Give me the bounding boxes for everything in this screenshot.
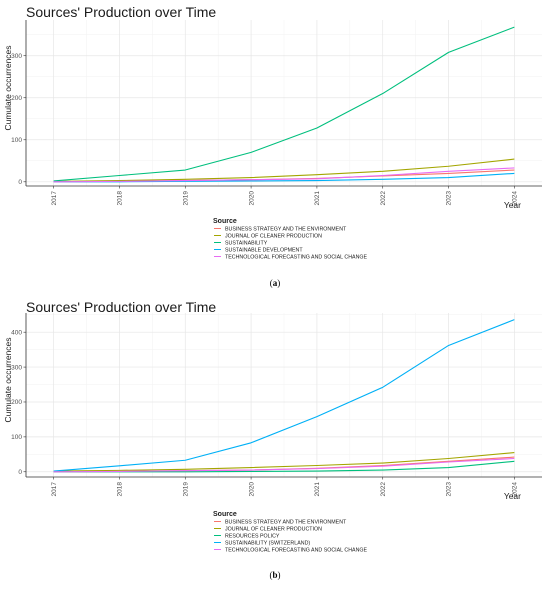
panel-caption: (b)	[269, 570, 280, 580]
y-tick-label: 200	[11, 95, 22, 102]
x-tick-label: 2018	[117, 482, 124, 497]
y-tick-label: 0	[18, 469, 22, 476]
y-tick-label: 0	[18, 179, 22, 186]
x-tick-label: 2022	[380, 191, 387, 206]
chart-title: Sources' Production over Time	[26, 299, 216, 315]
legend-label-3: SUSTAINABILITY (SWITZERLAND)	[225, 540, 310, 546]
legend-label-2: SUSTAINABILITY	[225, 240, 268, 246]
x-axis-label: Year	[504, 491, 521, 501]
y-axis-label: Cumulate occurrences	[3, 45, 13, 130]
x-tick-label: 2020	[248, 191, 255, 206]
legend-label-4: TECHNOLOGICAL FORECASTING AND SOCIAL CHA…	[225, 547, 368, 553]
series-line-1	[53, 452, 515, 472]
y-tick-label: 400	[11, 329, 22, 336]
series-line-4	[53, 167, 515, 183]
legend-title: Source	[213, 218, 237, 225]
series-line-1	[53, 158, 515, 182]
x-tick-label: 2019	[182, 482, 189, 497]
panel-caption: (a)	[270, 278, 281, 288]
x-tick-label: 2023	[446, 482, 453, 497]
x-tick-label: 2024	[512, 191, 519, 206]
y-tick-label: 100	[11, 137, 22, 144]
caption-open-paren: (	[269, 570, 272, 580]
chart-panel-a: Sources' Production over Time 0 100 200 300 2…	[3, 4, 542, 288]
y-tick-label: 300	[11, 364, 22, 371]
chart-title: Sources' Production over Time	[26, 4, 216, 20]
x-tick-label: 2018	[117, 191, 124, 206]
legend-label-0: BUSINESS STRATEGY AND THE ENVIRONMENT	[225, 519, 347, 525]
legend-title: Source	[213, 511, 237, 518]
x-tick-label: 2019	[182, 191, 189, 206]
legend-label-1: JOURNAL OF CLEANER PRODUCTION	[225, 233, 322, 239]
y-tick-label: 300	[11, 53, 22, 60]
x-tick-label: 2021	[314, 191, 321, 206]
x-tick-label: 2017	[51, 482, 58, 497]
legend-label-3: SUSTAINABLE DEVELOPMENT	[225, 247, 303, 253]
y-tick-label: 200	[11, 399, 22, 406]
legend-label-2: RESOURCES POLICY	[225, 533, 280, 539]
x-tick-label: 2020	[248, 482, 255, 497]
series-line-4	[53, 457, 515, 473]
x-axis-label: Year	[504, 200, 521, 210]
series-line-2	[53, 26, 515, 182]
y-axis-label: Cumulate occurrences	[3, 337, 13, 422]
caption-close-paren: )	[277, 278, 280, 288]
x-tick-label: 2017	[51, 191, 58, 206]
caption-letter: a	[273, 278, 278, 288]
chart-panel-b: Sources' Production over Time 0 100 200 300 4…	[3, 299, 542, 580]
x-tick-label: 2022	[380, 482, 387, 497]
series-line-3	[53, 319, 515, 472]
x-tick-label: 2021	[314, 482, 321, 497]
legend-label-4: TECHNOLOGICAL FORECASTING AND SOCIAL CHA…	[225, 254, 368, 260]
x-tick-label: 2024	[512, 482, 519, 497]
legend-label-1: JOURNAL OF CLEANER PRODUCTION	[225, 526, 322, 532]
caption-open-paren: (	[270, 278, 273, 288]
legend-label-0: BUSINESS STRATEGY AND THE ENVIRONMENT	[225, 226, 347, 232]
x-tick-label: 2023	[446, 191, 453, 206]
caption-close-paren: )	[278, 570, 281, 580]
y-tick-label: 100	[11, 434, 22, 441]
caption-letter: b	[272, 570, 277, 580]
